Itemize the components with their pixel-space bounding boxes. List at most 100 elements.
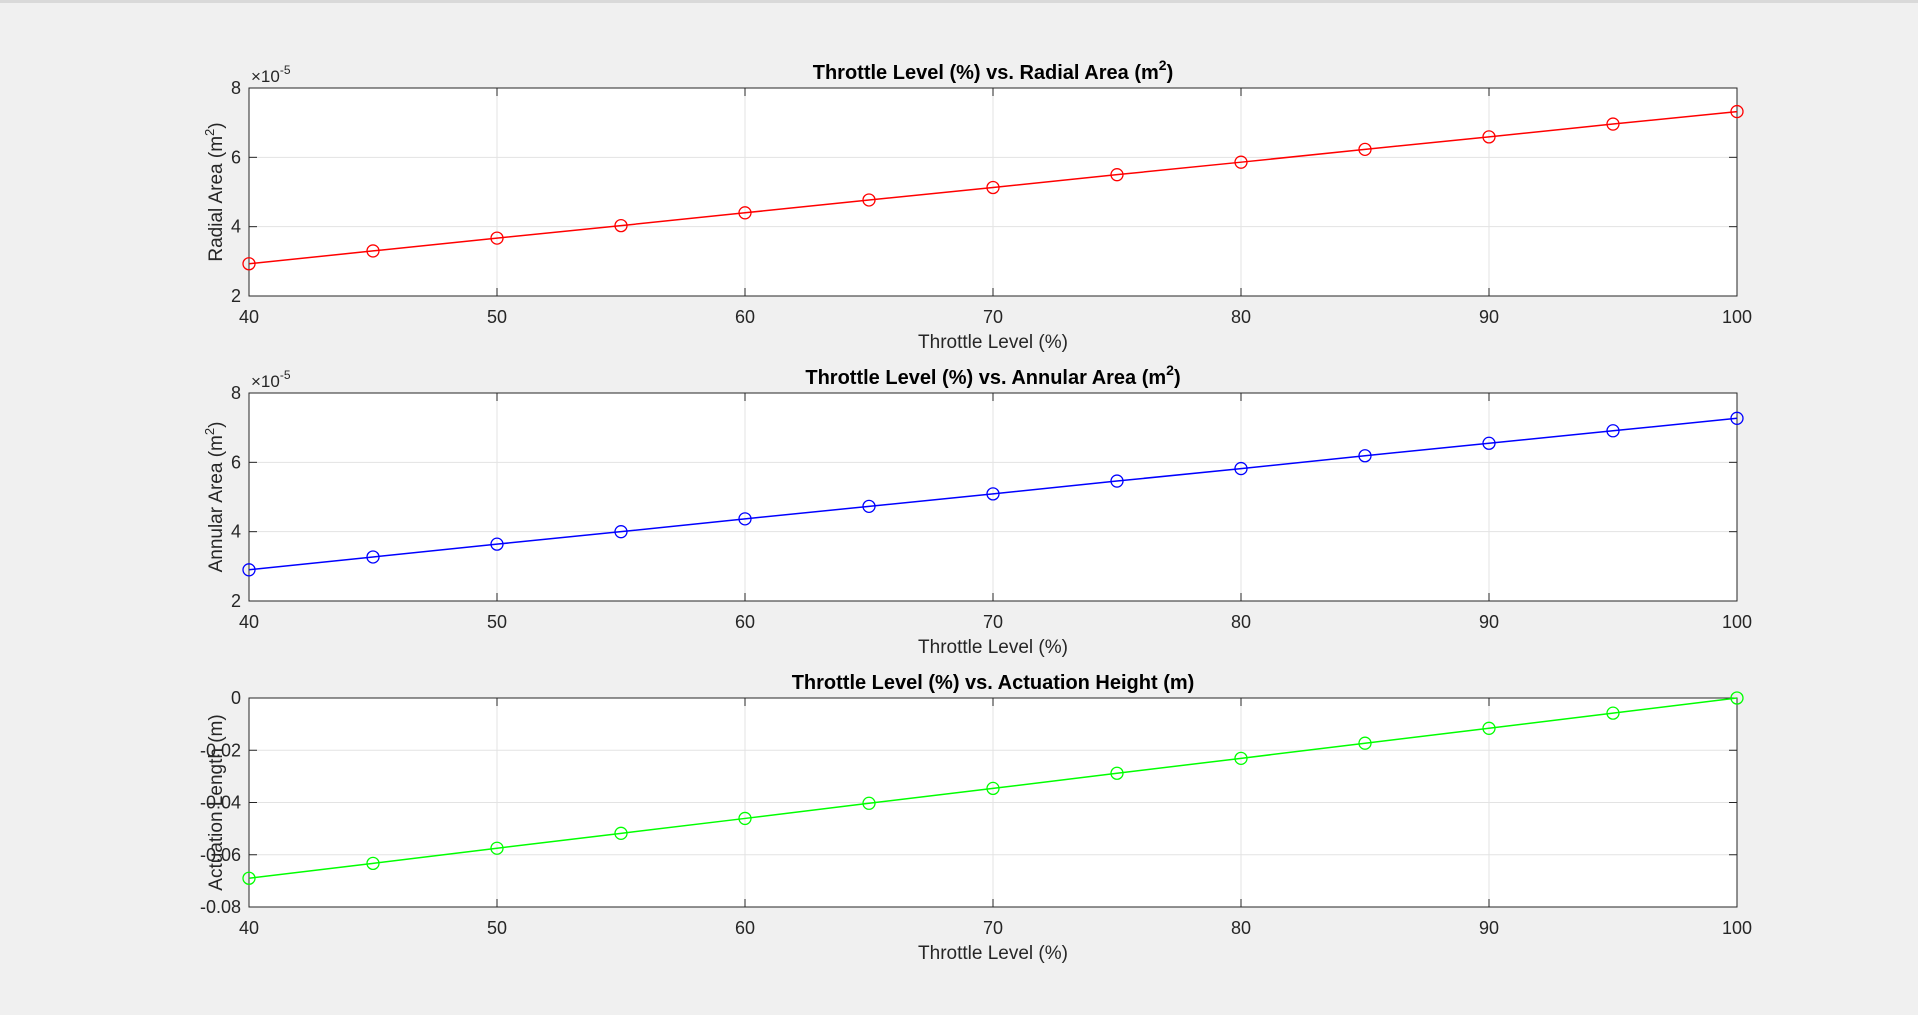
data-point-marker [1606,424,1620,438]
axis-exponent-label: ×10-5 [251,63,291,86]
x-tick-label: 100 [1722,307,1752,327]
x-tick-label: 60 [735,307,755,327]
data-point-marker [986,781,1000,796]
chart-title-end: ) [1174,367,1181,389]
data-point-marker [614,826,628,840]
data-point-marker [1482,130,1496,144]
y-axis-label-main: Actuation Length (m) [206,714,227,890]
y-axis-label-end: ) [206,122,227,128]
y-tick-label: -0.04 [200,793,241,813]
y-axis-label: Actuation Length (m) [206,714,227,890]
data-point-marker [862,193,876,207]
data-point-marker [1730,411,1744,425]
x-tick-label: 80 [1231,612,1251,632]
chart-title-end: ) [1167,62,1174,84]
data-point-marker [986,487,1000,501]
y-tick-label: 8 [231,78,241,98]
data-point-marker [490,841,504,855]
y-tick-label: -0.06 [200,845,241,865]
data-point-marker [242,257,256,271]
data-point-marker [366,550,380,564]
data-point-marker [1606,706,1620,720]
x-tick-label: 40 [239,307,259,327]
data-point-marker [1234,461,1248,476]
y-tick-label: 8 [231,383,241,403]
y-tick-label: 4 [231,522,241,542]
data-point-marker [1482,436,1496,450]
x-tick-label: 100 [1722,612,1752,632]
chart-title-main: Throttle Level (%) vs. Actuation Height … [792,672,1195,694]
chart-title: Throttle Level (%) vs. Annular Area (m2) [805,362,1180,389]
data-point-marker [738,512,752,526]
data-point-marker [1234,155,1248,169]
data-point-marker [1110,766,1124,780]
x-tick-label: 90 [1479,918,1499,938]
exponent-base: ×10 [251,67,280,86]
y-axis-label-superscript: 2 [202,428,217,435]
x-tick-label: 40 [239,612,259,632]
exponent-power: -5 [280,368,291,382]
chart-title: Throttle Level (%) vs. Radial Area (m2) [813,57,1173,84]
data-point-marker [366,244,380,258]
data-point-marker [242,563,256,577]
window-top-edge [0,0,1918,3]
data-point-marker [862,499,876,514]
x-axis-label: Throttle Level (%) [918,637,1068,658]
chart-title-superscript: 2 [1159,57,1167,73]
y-tick-label: 2 [231,286,241,306]
y-tick-label: 0 [231,688,241,708]
y-tick-label: 2 [231,591,241,611]
data-point-marker [1110,168,1124,182]
chart-title-superscript: 2 [1166,362,1174,378]
series-line [248,110,1738,265]
x-tick-label: 100 [1722,918,1752,938]
y-tick-label: 6 [231,452,241,472]
data-point-marker [986,180,1000,195]
data-point-marker [366,856,380,871]
axis-exponent-label: ×10-5 [251,368,291,391]
exponent-power: -5 [280,63,291,77]
data-point-marker [1730,104,1744,119]
data-point-marker [1482,721,1496,735]
data-point-marker [1606,117,1620,131]
x-tick-label: 90 [1479,307,1499,327]
chart-title-main: Throttle Level (%) vs. Annular Area (m [805,367,1166,389]
exponent-base: ×10 [251,372,280,391]
y-axis-label-end: ) [206,422,227,428]
data-point-marker [614,525,628,539]
x-tick-label: 70 [983,918,1003,938]
data-point-marker [490,537,504,551]
y-axis-label: Annular Area (m2) [202,422,227,573]
x-tick-label: 50 [487,612,507,632]
data-point-marker [1234,751,1248,765]
y-tick-label: 4 [231,217,241,237]
x-tick-label: 70 [983,307,1003,327]
y-axis-label-main: Radial Area (m [206,136,227,262]
x-tick-label: 70 [983,612,1003,632]
x-tick-label: 60 [735,918,755,938]
chart-title: Throttle Level (%) vs. Actuation Height … [792,672,1195,694]
x-tick-label: 50 [487,307,507,327]
x-tick-label: 60 [735,612,755,632]
data-point-marker [738,811,752,826]
data-point-marker [1358,449,1372,463]
data-point-marker [1730,691,1744,705]
x-tick-label: 80 [1231,918,1251,938]
x-axis-label: Throttle Level (%) [918,332,1068,353]
chart-title-main: Throttle Level (%) vs. Radial Area (m [813,62,1159,84]
x-tick-label: 40 [239,918,259,938]
data-point-marker [1358,142,1372,157]
data-point-marker [1358,736,1372,750]
y-axis-label: Radial Area (m2) [202,122,227,261]
y-tick-label: -0.02 [200,740,241,760]
data-point-marker [614,218,628,233]
x-tick-label: 50 [487,918,507,938]
chart-panel-2: 40 50 60 70 80 90 100 2 4 6 8 ×10-5 Throttle Level (… [202,362,1752,658]
data-point-marker [862,796,876,810]
y-tick-label: 6 [231,147,241,167]
y-tick-label: -0.08 [200,897,241,917]
series-line [248,417,1738,571]
data-point-marker [490,231,504,245]
chart-panel-3: 40 50 60 70 80 90 100 -0.08 -0.06 -0.04 -0.02 0 Thro… [200,672,1752,964]
